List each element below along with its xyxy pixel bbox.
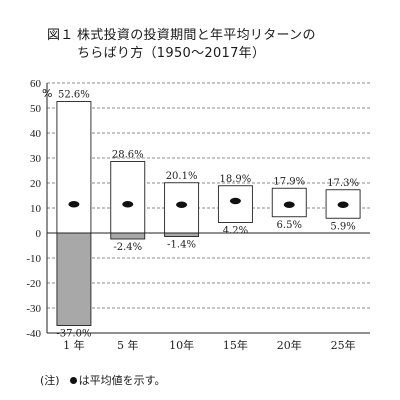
x-category-label: 20年 — [277, 338, 302, 352]
mean-marker — [176, 201, 188, 208]
mean-marker — [68, 201, 80, 208]
x-category-label: 1 年 — [63, 338, 85, 352]
range-bar-negative — [56, 232, 92, 326]
y-tick-label: 0 — [36, 228, 42, 240]
min-value-label: 5.9% — [330, 221, 355, 232]
note-text: は平均値を示す。 — [78, 374, 166, 387]
max-value-label: 28.6% — [112, 150, 144, 161]
x-category-label: 15年 — [223, 338, 248, 352]
x-category-label: 5 年 — [117, 338, 139, 352]
mean-marker — [283, 201, 295, 208]
min-value-label: -37.0% — [56, 329, 91, 340]
x-category-label: 25年 — [331, 338, 356, 352]
chart-note: (注) は平均値を示す。 — [40, 372, 166, 388]
figure-number: 図１ — [47, 28, 74, 43]
mean-marker — [122, 201, 134, 208]
range-bar-negative — [110, 232, 146, 240]
y-tick-label: 50 — [30, 103, 42, 115]
mean-marker-icon — [69, 377, 77, 384]
figure-title: 株式投資の投資期間と年平均リターンの — [77, 28, 316, 43]
y-tick-label: 20 — [30, 178, 42, 190]
y-tick-label: 10 — [30, 203, 42, 215]
y-tick-label: -10 — [26, 253, 41, 265]
x-category-label: 10年 — [169, 338, 194, 352]
max-value-label: 20.1% — [166, 171, 198, 182]
y-tick-label: -30 — [26, 303, 41, 315]
max-value-label: 17.9% — [273, 176, 305, 187]
max-value-label: 18.9% — [220, 174, 252, 185]
figure-title-line2: ちらばり方（1950〜2017年） — [77, 46, 266, 61]
y-tick-label: 30 — [30, 153, 42, 165]
max-value-label: 52.6% — [58, 90, 90, 101]
range-bar-positive — [110, 161, 146, 234]
min-value-label: 6.5% — [277, 220, 302, 231]
min-value-label: 4.2% — [223, 226, 248, 237]
min-value-label: -2.4% — [113, 242, 142, 253]
range-bar-negative — [164, 232, 200, 237]
max-value-label: 17.3% — [327, 178, 359, 189]
y-tick-label: -40 — [26, 328, 41, 340]
y-tick-label: 60 — [30, 78, 42, 90]
note-prefix: (注) — [40, 374, 60, 387]
range-bar-positive — [56, 101, 92, 234]
y-tick-label: -20 — [26, 278, 41, 290]
y-tick-label: 40 — [30, 128, 42, 140]
min-value-label: -1.4% — [167, 240, 196, 251]
mean-marker — [337, 201, 349, 208]
figure-title-line1: 図１ 株式投資の投資期間と年平均リターンの — [47, 24, 316, 43]
mean-marker — [229, 197, 241, 205]
